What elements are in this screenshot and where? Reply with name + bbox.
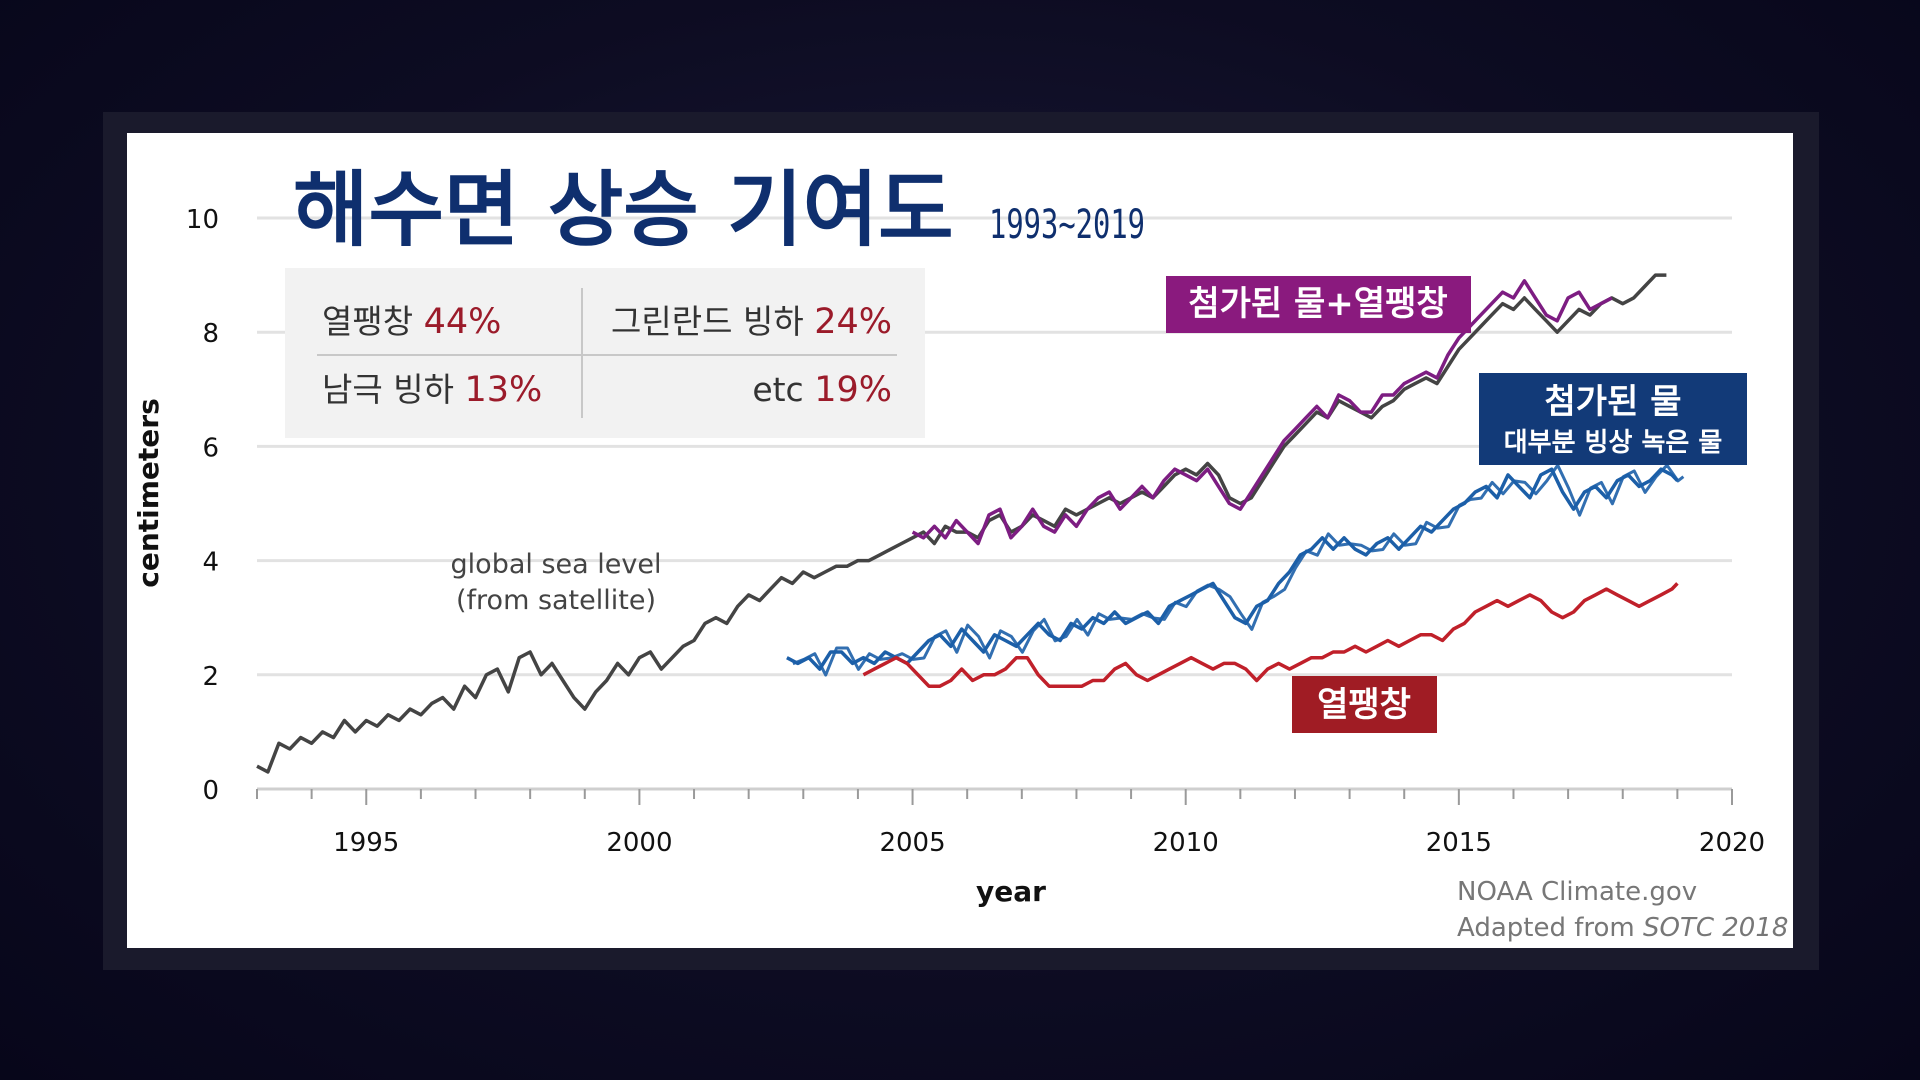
x-axis-title: year	[976, 875, 1046, 908]
y-tick-label-4: 4	[202, 548, 219, 578]
badge-total: 첨가된 물+열팽창	[1166, 276, 1471, 333]
chart-panel: 열팽창 44% 그린란드 빙하 24% 남극 빙하 13% etc 19% 0 2…	[127, 133, 1793, 948]
x-tick-label-2005: 2005	[879, 828, 945, 858]
breakdown-item-thermal: 열팽창 44%	[322, 302, 501, 342]
y-tick-label-0: 0	[202, 776, 219, 806]
y-tick-label-8: 8	[202, 319, 219, 349]
breakdown-background	[285, 268, 925, 438]
x-tick-label-2020: 2020	[1699, 828, 1765, 858]
y-tick-label-6: 6	[202, 433, 219, 463]
x-tick-label-1995: 1995	[333, 828, 399, 858]
series-global-sea-level	[256, 273, 1667, 774]
x-tick-label-2000: 2000	[606, 828, 672, 858]
credit-source: NOAA Climate.gov	[1457, 877, 1697, 907]
badge-thermal: 열팽창	[1292, 676, 1437, 733]
badge-mass-sublabel: 대부분 빙상 녹은 물	[1504, 428, 1723, 458]
badge-mass-label: 첨가된 물	[1545, 382, 1682, 422]
y-axis-title: centimeters	[132, 398, 165, 588]
series-added-water-alt	[792, 463, 1685, 677]
contribution-breakdown-box: 열팽창 44% 그린란드 빙하 24% 남극 빙하 13% etc 19%	[285, 268, 925, 438]
badge-total-background	[1166, 276, 1471, 333]
sea-level-chart: 열팽창 44% 그린란드 빙하 24% 남극 빙하 13% etc 19% 0 2…	[132, 163, 1788, 943]
breakdown-item-antarctica: 남극 빙하 13%	[322, 370, 542, 410]
breakdown-item-greenland: 그린란드 빙하 24%	[611, 302, 892, 342]
badge-mass: 첨가된 물 대부분 빙상 녹은 물	[1479, 373, 1747, 465]
badge-mass-background	[1479, 373, 1747, 465]
chart-title: 해수면 상승 기여도	[293, 163, 954, 258]
badge-thermal-label: 열팽창	[1317, 685, 1411, 725]
annotation-global-title: global sea level	[451, 549, 662, 580]
breakdown-item-etc: etc 19%	[752, 370, 892, 410]
annotation-global-subtitle: (from satellite)	[456, 585, 656, 616]
x-tick-label-2015: 2015	[1426, 828, 1492, 858]
x-tick-label-2010: 2010	[1153, 828, 1219, 858]
data-series	[256, 273, 1685, 774]
y-tick-label-10: 10	[186, 205, 219, 235]
badge-thermal-background	[1292, 676, 1437, 733]
chart-subtitle: 1993~2019	[989, 202, 1145, 248]
axes: 0 2 4 6 8 10 1995 2000 2005 2010 2015 2020	[186, 205, 1765, 858]
credit-adapted: Adapted from SOTC 2018	[1457, 913, 1788, 943]
y-tick-label-2: 2	[202, 662, 219, 692]
series-thermal-expansion	[862, 582, 1679, 688]
series-added-water-plus-thermal	[911, 279, 1613, 546]
badge-total-label: 첨가된 물+열팽창	[1188, 284, 1447, 324]
